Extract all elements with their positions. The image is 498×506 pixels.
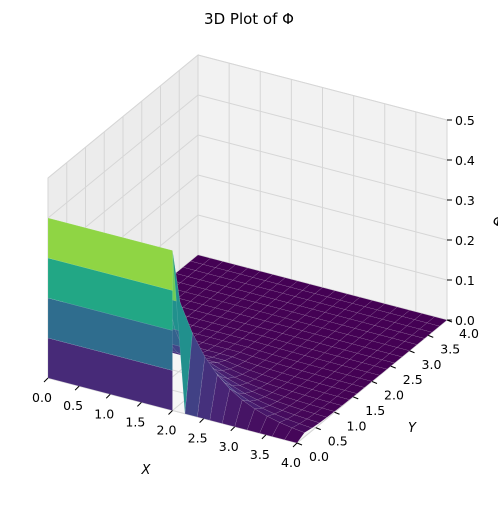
grid-line — [197, 54, 448, 121]
z-axis-label: Φ — [493, 215, 498, 230]
grid-line — [197, 134, 448, 201]
y-tick-mark — [296, 442, 303, 446]
z-tick-label: 0.1 — [455, 273, 475, 288]
x-tick-label: 1.5 — [125, 414, 145, 429]
surface-cell — [306, 413, 328, 424]
z-tick-label: 0.5 — [455, 113, 475, 128]
x-tick-mark — [230, 426, 236, 432]
surface-front-wall — [47, 217, 173, 291]
surface-cell — [374, 359, 396, 370]
surface-cell — [396, 341, 418, 352]
surface-cell — [359, 371, 381, 382]
x-tick-label: 3.0 — [219, 439, 239, 454]
y-tick-label: 3.0 — [422, 357, 442, 372]
x-tick-label: 2.5 — [188, 431, 208, 446]
surface-cell — [284, 427, 305, 444]
grid-line — [47, 54, 199, 179]
x-tick-mark — [137, 402, 142, 407]
grid-line — [197, 214, 448, 281]
x-tick-label: 1.0 — [94, 406, 114, 421]
x-tick-mark — [199, 418, 204, 423]
x-tick-mark — [292, 442, 298, 448]
y-tick-label: 1.5 — [365, 403, 385, 418]
x-tick-mark — [105, 393, 111, 399]
x-tick-label: 4.0 — [281, 455, 301, 470]
y-tick-mark — [409, 350, 415, 354]
grid-line — [197, 174, 448, 241]
z-tick-label: 0.3 — [455, 193, 475, 208]
y-tick-label: 2.5 — [403, 372, 423, 387]
y-tick-mark — [371, 381, 378, 384]
y-tick-label: 0.0 — [309, 449, 329, 464]
x-tick-mark — [74, 385, 80, 391]
y-tick-label: 2.0 — [384, 388, 404, 403]
y-tick-label: 4.0 — [459, 326, 479, 341]
z-tick-label: 0.0 — [455, 313, 475, 328]
x-tick-label: 2.0 — [157, 423, 177, 438]
x-tick-label: 3.5 — [250, 447, 270, 462]
surface-cell — [321, 401, 343, 412]
z-tick-label: 0.4 — [455, 153, 475, 168]
y-tick-mark — [390, 365, 396, 369]
x-axis-label: X — [141, 463, 152, 478]
surface-cell — [411, 328, 433, 339]
chart-title: 3D Plot of Φ — [204, 10, 294, 28]
grid-line — [197, 94, 448, 161]
y-tick-mark — [334, 411, 340, 415]
x-tick-mark — [168, 410, 173, 415]
y-axis-label: Y — [408, 421, 417, 436]
y-tick-mark — [353, 396, 359, 400]
surface-cell — [344, 383, 366, 394]
x-tick-mark — [261, 434, 267, 440]
y-tick-mark — [315, 427, 321, 431]
surface-cell — [298, 418, 321, 429]
x-tick-mark — [43, 377, 49, 383]
x-tick-label: 0.0 — [32, 390, 52, 405]
surface-mesh — [47, 217, 448, 444]
surface-cell — [314, 407, 336, 418]
axis-ticks: 0.00.51.01.52.02.53.03.54.0 0.00.51.01.52… — [32, 113, 479, 470]
y-tick-label: 0.5 — [328, 434, 348, 449]
surface-cell — [419, 322, 441, 333]
y-tick-label: 3.5 — [440, 341, 460, 356]
grid-line — [47, 94, 199, 219]
y-tick-mark — [428, 334, 434, 338]
x-tick-label: 0.5 — [63, 398, 83, 413]
y-tick-label: 1.0 — [347, 418, 367, 433]
z-tick-label: 0.2 — [455, 233, 475, 248]
